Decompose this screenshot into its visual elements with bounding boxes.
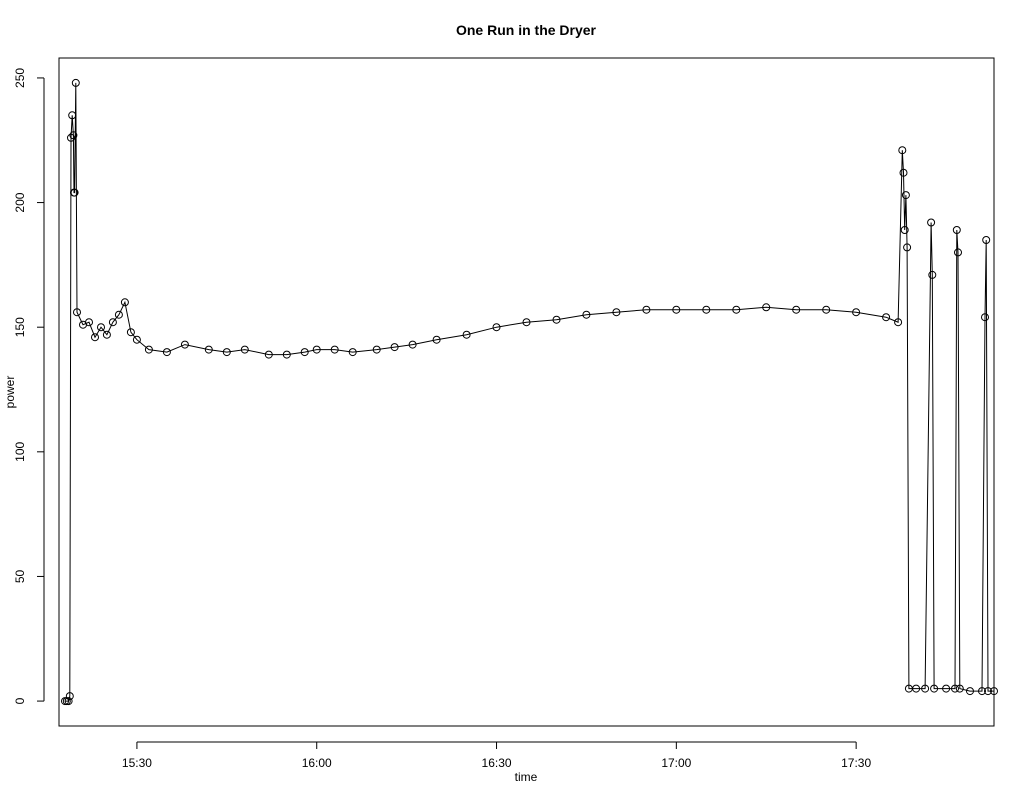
- data-point: [552, 315, 561, 324]
- data-point: [732, 305, 741, 314]
- data-point: [702, 305, 711, 314]
- data-point: [330, 345, 339, 354]
- y-axis-label: power: [3, 376, 17, 409]
- data-point: [952, 226, 961, 234]
- data-point: [300, 348, 309, 357]
- data-point: [70, 188, 79, 197]
- data-point: [978, 687, 986, 696]
- data-point: [73, 308, 81, 317]
- data-point: [67, 133, 75, 142]
- data-point: [162, 348, 171, 357]
- y-tick-label: 150: [13, 317, 27, 337]
- data-point: [894, 318, 903, 327]
- data-point: [114, 310, 123, 319]
- data-point: [97, 323, 105, 332]
- data-point: [522, 318, 531, 327]
- data-point: [204, 345, 213, 354]
- chart-title: One Run in the Dryer: [456, 22, 597, 38]
- data-point: [462, 330, 471, 339]
- y-tick-label: 100: [13, 441, 27, 461]
- data-point: [108, 318, 117, 327]
- data-point: [672, 305, 681, 314]
- data-point: [126, 328, 135, 337]
- data-point: [928, 270, 937, 279]
- data-point: [144, 345, 153, 354]
- data-point: [942, 684, 951, 693]
- data-point: [822, 305, 831, 314]
- data-point: [65, 692, 74, 701]
- data-point: [120, 298, 129, 307]
- data-point: [903, 243, 912, 252]
- data-point: [882, 313, 891, 322]
- data-point: [64, 697, 73, 706]
- x-tick-label: 15:30: [122, 756, 152, 770]
- data-point: [852, 308, 861, 317]
- data-point: [984, 687, 992, 696]
- data-point: [312, 345, 321, 354]
- data-point: [71, 78, 80, 87]
- data-point: [432, 335, 441, 344]
- data-point: [372, 345, 381, 354]
- data-point: [900, 226, 909, 234]
- data-point: [921, 684, 930, 693]
- data-point: [982, 236, 991, 244]
- series-line: [65, 82, 994, 702]
- data-point: [912, 684, 921, 693]
- plot-frame: [58, 57, 995, 727]
- data-point: [264, 350, 273, 359]
- data-point: [68, 111, 77, 120]
- data-point: [955, 684, 964, 693]
- data-point: [102, 330, 111, 339]
- data-point: [85, 318, 93, 327]
- x-tick-label: 17:30: [841, 756, 871, 770]
- x-tick-label: 16:00: [302, 756, 332, 770]
- data-point: [642, 305, 651, 314]
- y-tick-label: 50: [13, 569, 27, 583]
- data-point: [240, 345, 249, 354]
- y-tick-label: 250: [13, 68, 27, 88]
- data-point: [348, 348, 357, 357]
- data-point: [792, 305, 801, 314]
- data-point: [927, 218, 936, 227]
- data-point: [222, 348, 231, 357]
- data-point: [132, 335, 141, 344]
- data-point: [612, 308, 621, 317]
- data-point: [282, 350, 291, 359]
- x-axis-label: time: [515, 770, 538, 784]
- x-tick-label: 16:30: [482, 756, 512, 770]
- data-point: [951, 684, 959, 693]
- data-point: [954, 248, 962, 257]
- power-series-line: [65, 82, 994, 702]
- y-tick-label: 0: [13, 697, 27, 704]
- data-point: [582, 310, 591, 319]
- data-point: [69, 131, 78, 140]
- data-point: [966, 687, 974, 696]
- x-axis: 15:30 16:00 16:30 17:00 17:30: [122, 741, 871, 770]
- data-point: [91, 333, 99, 342]
- data-point: [492, 323, 501, 332]
- data-point: [899, 168, 908, 177]
- data-point: [898, 146, 907, 155]
- data-point: [408, 340, 417, 349]
- data-point: [390, 343, 399, 352]
- data-point: [981, 313, 989, 322]
- data-point: [180, 340, 189, 349]
- data-point: [930, 684, 939, 693]
- data-point: [762, 303, 771, 312]
- x-tick-label: 17:00: [661, 756, 691, 770]
- power-series-points: [61, 78, 998, 706]
- data-point: [901, 191, 910, 200]
- data-point: [990, 687, 998, 696]
- y-axis: 0 50 100 150 200 250: [13, 68, 45, 704]
- y-tick-label: 200: [13, 192, 27, 212]
